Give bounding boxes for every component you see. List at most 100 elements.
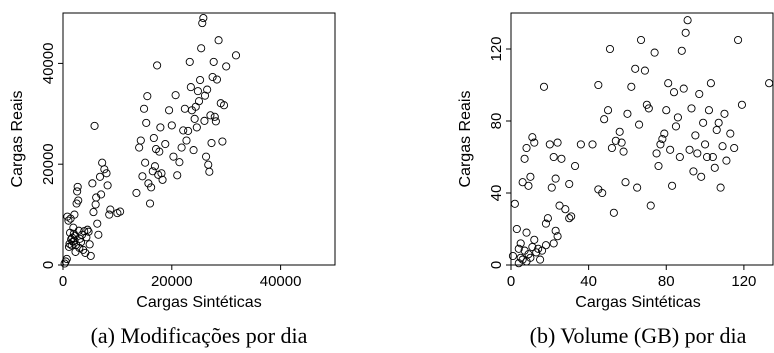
data-point [60, 259, 69, 268]
data-point [186, 83, 195, 92]
data-point [197, 44, 206, 53]
data-point [182, 136, 191, 145]
data-point [640, 66, 649, 75]
data-point [196, 75, 205, 85]
data-point [673, 113, 682, 122]
data-point [510, 199, 519, 208]
data-point [691, 131, 700, 140]
data-point [611, 136, 620, 145]
data-point [710, 163, 719, 172]
data-point [518, 178, 527, 187]
data-point [84, 227, 93, 236]
data-point [514, 244, 523, 253]
data-point [677, 46, 686, 55]
data-point [192, 123, 201, 132]
data-point [656, 140, 665, 149]
data-point [561, 205, 570, 214]
data-point [190, 114, 199, 123]
data-point [83, 225, 92, 234]
data-point [547, 183, 556, 192]
axis-ticks: 0 20000 40000 0 20000 40000 [40, 43, 301, 290]
data-point [567, 212, 576, 221]
data-point [765, 79, 774, 88]
data-point [685, 145, 694, 154]
data-point [658, 134, 667, 144]
data-point [668, 181, 677, 190]
data-point [557, 154, 566, 163]
data-point [202, 152, 211, 161]
data-point [200, 116, 209, 125]
data-point [635, 120, 644, 129]
data-point [679, 84, 688, 93]
data-point [175, 158, 184, 167]
data-point [71, 247, 80, 256]
data-point [103, 181, 112, 190]
data-point [106, 205, 115, 214]
data-point [199, 13, 208, 23]
data-point [185, 57, 194, 66]
axis-ticks: 0 40 80 120 0 40 80 120 [488, 36, 756, 290]
caption: (a) Modificações por dia [91, 323, 308, 348]
data-point [76, 238, 86, 247]
data-point [86, 251, 95, 260]
data-point [689, 167, 698, 176]
data-point [165, 106, 174, 115]
data-point [102, 169, 111, 178]
data-point [512, 224, 521, 234]
data-point [153, 61, 162, 70]
data-point [150, 162, 159, 171]
y-tick-label: 0 [40, 261, 57, 269]
data-point [553, 138, 562, 147]
data-point [594, 80, 603, 90]
data-point [666, 145, 675, 154]
data-point [70, 210, 79, 219]
data-point [699, 118, 708, 127]
y-axis-label: Cargas Reais [457, 91, 474, 188]
data-point [93, 219, 102, 228]
data-point [671, 122, 681, 131]
data-point [157, 169, 166, 178]
data-point [206, 111, 215, 120]
data-point [609, 208, 618, 217]
data-point [141, 158, 150, 167]
data-point [588, 140, 597, 149]
data-point [734, 35, 743, 45]
data-point [541, 241, 550, 250]
data-point [143, 92, 152, 101]
data-point [518, 255, 527, 264]
data-point [541, 219, 550, 228]
data-point [149, 133, 158, 143]
data-point [158, 175, 167, 184]
y-tick-label: 80 [488, 113, 505, 130]
data-point [74, 196, 83, 205]
data-point [200, 91, 210, 100]
data-point [600, 115, 609, 124]
data-point [524, 181, 533, 190]
data-point [646, 201, 655, 210]
data-point [73, 187, 82, 196]
data-point [617, 138, 626, 147]
data-point [549, 239, 558, 248]
data-point [173, 171, 182, 180]
data-point [722, 156, 731, 165]
data-points [508, 16, 774, 268]
data-point [116, 207, 125, 216]
data-point [82, 233, 91, 242]
x-tick-label: 20000 [151, 273, 193, 290]
data-point [62, 254, 71, 264]
data-point [675, 152, 684, 162]
data-point [551, 174, 560, 183]
data-point [194, 97, 204, 106]
data-point [530, 138, 539, 147]
data-point [549, 152, 558, 162]
data-point [155, 147, 164, 156]
x-tick-label: 80 [658, 273, 675, 290]
data-point [89, 208, 98, 217]
data-point [662, 106, 671, 115]
data-point [169, 152, 178, 161]
data-point [565, 214, 574, 223]
caption: (b) Volume (GB) por dia [530, 323, 747, 348]
data-point [522, 228, 531, 237]
data-point [714, 118, 723, 127]
data-point [633, 183, 642, 192]
